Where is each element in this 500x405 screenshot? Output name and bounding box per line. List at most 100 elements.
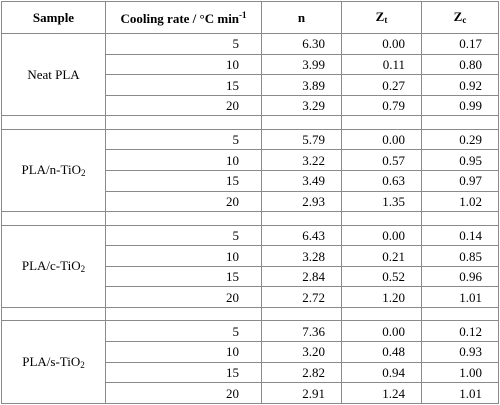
cooling-rate-cell: 10	[105, 341, 262, 363]
zc-cell: 0.92	[421, 74, 499, 96]
table-row: PLA/n-TiO2 5 5.79 0.00 0.29	[1, 128, 499, 213]
n-cell: 3.89	[261, 74, 342, 96]
header-cooling-rate-label: Cooling rate / °C min	[120, 10, 240, 26]
spacer-cell	[1, 115, 106, 130]
zt-cell: 0.00	[341, 128, 422, 151]
zt-cell: 0.94	[341, 361, 422, 384]
zt-cell: 1.24	[341, 382, 422, 404]
sample-name: PLA/s-TiO	[22, 353, 81, 369]
cooling-rate-cell: 15	[105, 265, 262, 288]
zc-cell: 0.95	[421, 149, 499, 172]
zc-cell: 0.29	[421, 128, 499, 151]
n-cell: 3.99	[261, 53, 342, 76]
n-cell: 2.91	[261, 382, 342, 404]
cooling-rate-cell: 10	[105, 149, 262, 172]
spacer-cell	[341, 211, 422, 226]
zt-cell: 0.00	[341, 33, 422, 55]
cooling-rate-cell: 20	[105, 190, 262, 213]
table-row: 10 3.22 0.57 0.95	[2, 149, 499, 172]
spacer-cell	[261, 211, 342, 226]
zt-cell: 1.35	[341, 190, 422, 213]
zc-cell: 0.17	[421, 33, 499, 55]
zc-cell: 1.00	[421, 361, 499, 384]
n-cell: 7.36	[261, 320, 342, 343]
cooling-rate-cell: 15	[105, 74, 262, 96]
zc-cell: 1.02	[421, 190, 499, 213]
spacer-cell	[261, 115, 342, 130]
sample-subscript: 2	[80, 359, 85, 370]
spacer-cell	[421, 211, 499, 226]
n-cell: 2.93	[261, 190, 342, 213]
spacer-row	[1, 115, 499, 130]
header-zt-subscript: t	[384, 15, 388, 25]
zc-cell: 0.12	[421, 320, 499, 343]
zc-cell: 0.85	[421, 245, 499, 267]
table-row: 15 3.49 0.63 0.97	[2, 170, 499, 192]
sample-cell: Neat PLA	[1, 32, 106, 117]
n-cell: 6.30	[261, 33, 342, 55]
sample-subscript: 2	[80, 168, 86, 179]
table-row: Neat PLA 5 6.30 0.00 0.17	[1, 32, 499, 117]
header-cooling-rate-exponent: -1	[239, 9, 247, 20]
sample-name: PLA/c-TiO	[21, 257, 81, 273]
cooling-rate-cell: 20	[105, 382, 262, 404]
n-cell: 3.29	[261, 94, 342, 117]
spacer-cell	[421, 307, 499, 322]
zc-cell: 0.93	[421, 341, 499, 363]
zc-cell: 0.14	[421, 224, 499, 247]
table-row: 10 3.99 0.11 0.80	[2, 53, 499, 76]
spacer-cell	[105, 211, 262, 226]
zt-cell: 0.57	[341, 149, 422, 172]
sample-cell: PLA/n-TiO2	[1, 128, 106, 213]
header-row: Sample Cooling rate / °C min-1 n Zt Zc	[1, 1, 499, 34]
cooling-rate-cell: 15	[105, 170, 262, 192]
spacer-cell	[341, 115, 422, 130]
cooling-rate-cell: 5	[105, 33, 262, 55]
spacer-cell	[1, 307, 106, 322]
table-row: 10 3.28 0.21 0.85	[2, 245, 499, 267]
n-cell: 3.22	[261, 149, 342, 172]
spacer-cell	[421, 115, 499, 130]
zc-cell: 1.01	[421, 382, 499, 404]
n-cell: 2.84	[261, 265, 342, 288]
sample-subscript: 2	[80, 263, 86, 274]
cooling-rate-cell: 15	[105, 361, 262, 384]
zt-cell: 0.27	[341, 74, 422, 96]
header-zc-base: Z	[453, 9, 463, 24]
table-row: PLA/s-TiO2 5 7.36 0.00 0.12	[1, 320, 499, 404]
n-cell: 2.82	[261, 361, 342, 384]
zt-cell: 0.21	[341, 245, 422, 267]
zc-cell: 0.96	[421, 265, 499, 288]
zc-cell: 0.80	[421, 53, 499, 76]
cooling-rate-cell: 5	[105, 320, 262, 343]
sample-name: PLA/n-TiO	[21, 162, 81, 178]
sample-cell: PLA/c-TiO2	[1, 224, 106, 309]
header-zc-subscript: c	[462, 15, 467, 25]
table-row: 15 2.84 0.52 0.96	[2, 265, 499, 288]
zt-cell: 0.63	[341, 170, 422, 192]
cooling-rate-cell: 10	[105, 53, 262, 76]
header-zt: Zt	[341, 1, 422, 34]
n-cell: 6.43	[261, 224, 342, 247]
table-row: PLA/c-TiO2 5 6.43 0.00 0.14	[1, 224, 499, 309]
n-cell: 5.79	[261, 128, 342, 151]
table-row: 10 3.20 0.48 0.93	[2, 341, 499, 363]
zt-cell: 0.11	[341, 53, 422, 76]
table-row: 20 2.91 1.24 1.01	[2, 382, 499, 404]
cooling-rate-cell: 20	[105, 94, 262, 117]
spacer-row	[1, 307, 499, 322]
spacer-row	[1, 211, 499, 226]
zt-cell: 0.52	[341, 265, 422, 288]
zc-cell: 0.97	[421, 170, 499, 192]
zt-cell: 0.00	[341, 320, 422, 343]
spacer-cell	[261, 307, 342, 322]
zt-cell: 0.00	[341, 224, 422, 247]
cooling-rate-cell: 10	[105, 245, 262, 267]
zt-cell: 1.20	[341, 286, 422, 309]
header-zt-base: Z	[375, 9, 385, 24]
n-cell: 3.20	[261, 341, 342, 363]
header-sample: Sample	[1, 1, 106, 34]
spacer-cell	[1, 211, 106, 226]
